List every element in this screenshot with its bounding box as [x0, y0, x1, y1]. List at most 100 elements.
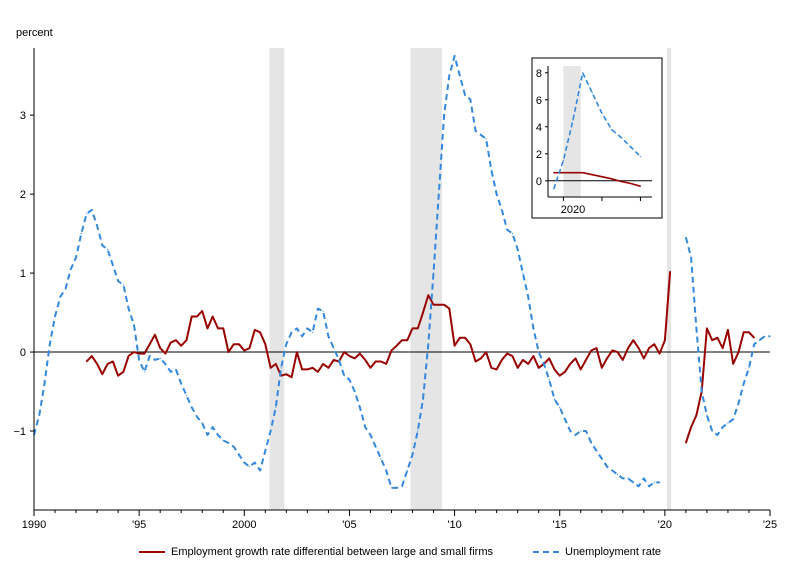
- series-1-point-0-73: [417, 430, 419, 432]
- series-1-point-0-4: [54, 315, 56, 318]
- series-0-point-0-68: [443, 304, 445, 306]
- series-0-point-0-72: [464, 337, 466, 339]
- series-1-point-1-10: [737, 402, 740, 404]
- series-1-point-0-55: [322, 310, 324, 312]
- series-1-point-1-14: [758, 339, 761, 341]
- y-tick-label-2: 1: [20, 268, 26, 280]
- series-0-point-0-16: [170, 342, 172, 344]
- series-1-point-1-6: [716, 434, 719, 436]
- series-0-point-0-25: [217, 327, 219, 329]
- series-0-point-0-38: [285, 373, 287, 375]
- series-1-point-0-6: [64, 288, 67, 290]
- series-1-point-0-94: [527, 296, 529, 298]
- series-1-point-0-87: [490, 169, 492, 171]
- series-0-point-0-20: [191, 315, 193, 318]
- series-1-point-0-23: [154, 359, 156, 361]
- inset-series-1-point-6: [611, 128, 613, 131]
- series-1-point-0-31: [196, 416, 198, 418]
- x-tick-label-1: '95: [132, 519, 146, 531]
- series-0-point-0-80: [506, 353, 508, 355]
- series-0-point-0-52: [359, 353, 361, 355]
- series-1-point-0-53: [312, 331, 314, 333]
- series-0-point-0-111: [669, 270, 671, 273]
- series-0-point-0-47: [333, 359, 335, 361]
- series-1-point-0-38: [233, 446, 235, 448]
- inset-y-tick-label-0: 0: [536, 176, 542, 188]
- series-0-point-0-30: [243, 349, 245, 352]
- series-0-point-0-14: [159, 347, 161, 349]
- series-0-point-0-103: [627, 347, 629, 349]
- inset-series-0-line: [553, 171, 641, 187]
- series-0-point-0-39: [291, 376, 293, 378]
- series-1-point-0-90: [506, 229, 508, 231]
- series-1-point-0-86: [485, 138, 487, 140]
- series-0-point-0-54: [369, 367, 372, 369]
- inset-series-1-point-5: [601, 112, 603, 114]
- series-1-point-0-62: [359, 406, 361, 408]
- series-1-point-0-116: [643, 477, 645, 479]
- series-0-point-0-106: [643, 357, 645, 359]
- inset-y-tick-label-2: 4: [536, 122, 542, 134]
- series-0-point-0-40: [296, 351, 298, 353]
- series-0-point-0-95: [585, 359, 587, 361]
- series-0-point-0-93: [574, 357, 577, 359]
- series-1-point-0-79: [448, 75, 450, 77]
- series-1-point-1-2: [695, 327, 698, 329]
- series-1-point-0-108: [601, 458, 603, 460]
- series-1-point-0-34: [212, 426, 214, 428]
- series-0-point-0-50: [348, 355, 350, 357]
- series-1-point-0-75: [427, 343, 429, 345]
- series-1-point-1-0: [685, 236, 687, 239]
- series-0-point-0-0: [86, 360, 88, 363]
- series-1-point-0-7: [70, 268, 72, 270]
- series-1-point-0-80: [454, 55, 456, 57]
- inset-series-0-point-9: [639, 185, 642, 187]
- series-1-point-0-88: [496, 193, 498, 195]
- series-1-point-0-66: [380, 458, 382, 460]
- series-1-line-segment-0: [33, 54, 660, 489]
- inset-x-tick-label: 2020: [561, 204, 585, 216]
- series-1-point-0-65: [375, 446, 377, 448]
- series-0-point-0-1: [91, 355, 93, 357]
- series-1-point-0-74: [422, 398, 424, 400]
- series-1-point-0-27: [175, 368, 177, 370]
- series-1-point-0-2: [43, 383, 46, 385]
- series-1-point-0-119: [659, 481, 661, 483]
- series-0-point-1-2: [695, 414, 698, 416]
- series-0-point-0-63: [417, 327, 419, 329]
- series-1-point-0-12: [96, 225, 98, 227]
- series-1-point-0-32: [201, 422, 203, 424]
- series-0-point-0-21: [196, 315, 198, 318]
- series-0-point-1-6: [716, 337, 719, 339]
- series-1-point-0-93: [522, 272, 524, 274]
- series-1-point-0-40: [243, 462, 245, 464]
- legend-swatch-unemployment: [533, 551, 559, 553]
- inset-chart: 0 2 4 6 8 2020: [531, 57, 663, 219]
- series-1-point-0-8: [75, 256, 77, 258]
- legend-item-differential: Employment growth rate differential betw…: [138, 546, 493, 558]
- recession-shading-layer: [269, 48, 672, 510]
- series-1-point-0-18: [128, 308, 130, 310]
- legend-label-differential: Employment growth rate differential betw…: [170, 546, 493, 558]
- series-0-point-0-5: [112, 360, 114, 363]
- x-tick-label-0: 1990: [22, 519, 46, 531]
- series-0-point-0-10: [138, 353, 140, 355]
- series-0-point-0-70: [454, 345, 456, 347]
- series-1-point-0-82: [464, 94, 466, 96]
- series-1-point-0-5: [59, 296, 61, 298]
- inset-series-0-point-0: [553, 172, 555, 174]
- series-1-point-0-11: [91, 209, 93, 211]
- series-1-point-0-84: [475, 130, 477, 132]
- series-1-line-segment-1: [684, 237, 770, 436]
- series-0-point-0-88: [548, 357, 550, 359]
- series-1-point-0-107: [595, 450, 598, 452]
- series-0-point-0-99: [606, 357, 608, 359]
- series-1-point-0-25: [164, 363, 166, 365]
- series-0-point-0-66: [432, 304, 435, 306]
- series-0-point-0-110: [664, 339, 666, 341]
- series-1-point-0-60: [348, 379, 350, 381]
- series-0-point-0-79: [501, 359, 503, 361]
- series-0-point-1-12: [748, 331, 750, 333]
- series-1-point-0-83: [469, 98, 471, 100]
